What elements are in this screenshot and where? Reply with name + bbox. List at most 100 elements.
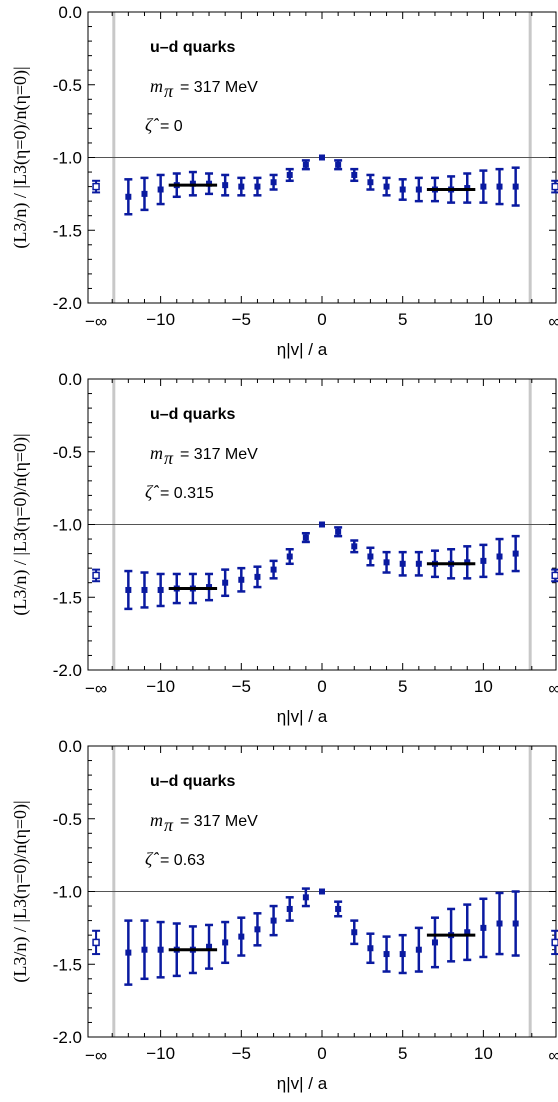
data-point bbox=[286, 905, 293, 912]
data-point bbox=[286, 171, 293, 178]
y-tick-label: 0.0 bbox=[58, 370, 82, 389]
data-point bbox=[383, 183, 390, 190]
asymptotic-data-point bbox=[551, 571, 558, 580]
data-point bbox=[222, 939, 229, 946]
data-point bbox=[125, 586, 132, 593]
data-point bbox=[302, 161, 309, 168]
x-tick-label-neg-inf: −∞ bbox=[85, 1046, 107, 1065]
data-point bbox=[367, 179, 374, 186]
x-tick-label-neg-inf: −∞ bbox=[85, 679, 107, 698]
annotation-mass-subscript: π bbox=[164, 448, 174, 468]
x-axis-label: η|v| / a bbox=[277, 1074, 328, 1093]
data-point bbox=[238, 183, 245, 190]
x-tick-label-neg-inf: −∞ bbox=[85, 312, 107, 331]
data-point bbox=[335, 905, 342, 912]
data-point bbox=[270, 566, 277, 573]
chart-panel-1: 0.0 -0.5 -1.0 -1.5 -2.0 −10 −5 0 5 10 −∞ ∞ η|v| / a (… bbox=[0, 0, 558, 367]
data-point bbox=[351, 543, 358, 550]
annotation-zeta-symbol: ζ̂ bbox=[145, 115, 159, 135]
data-point bbox=[319, 888, 325, 895]
x-tick-label: −5 bbox=[232, 677, 251, 696]
data-point bbox=[351, 171, 358, 178]
annotation-mass-symbol: m bbox=[150, 76, 163, 96]
asymptotic-data-point bbox=[551, 938, 558, 947]
data-point bbox=[286, 553, 293, 560]
x-axis-label: η|v| / a bbox=[277, 340, 328, 359]
data-point bbox=[254, 573, 261, 580]
asymptotic-data-point bbox=[551, 182, 558, 191]
annotation-zeta-value: = 0 bbox=[160, 118, 183, 135]
y-tick-label: -2.0 bbox=[53, 661, 82, 680]
data-point bbox=[496, 920, 503, 927]
data-point bbox=[238, 576, 245, 583]
y-tick-label: -1.5 bbox=[53, 955, 82, 974]
data-point bbox=[480, 183, 487, 190]
data-point bbox=[335, 161, 342, 168]
data-point bbox=[512, 183, 519, 190]
data-point bbox=[496, 183, 503, 190]
chart-svg: 0.0 -0.5 -1.0 -1.5 -2.0 −10 −5 0 5 10 −∞ ∞ η|v| / a (… bbox=[10, 737, 558, 1093]
annotation-mass-subscript: π bbox=[164, 81, 174, 101]
annotation-mass-value: = 317 MeV bbox=[180, 79, 258, 96]
data-point bbox=[367, 553, 374, 560]
x-tick-label: −10 bbox=[146, 677, 175, 696]
data-point bbox=[367, 945, 374, 952]
y-tick-label: -1.0 bbox=[53, 149, 82, 168]
chart-panel-3: 0.0 -0.5 -1.0 -1.5 -2.0 −10 −5 0 5 10 −∞ ∞ η|v| / a (… bbox=[0, 734, 558, 1101]
asymptotic-data-point bbox=[92, 182, 100, 191]
x-tick-label: 0 bbox=[317, 1044, 326, 1063]
data-point bbox=[383, 951, 390, 958]
annotation-title: u–d quarks bbox=[150, 39, 235, 56]
y-tick-label: -0.5 bbox=[53, 76, 82, 95]
x-tick-label: 10 bbox=[474, 310, 493, 329]
data-point bbox=[254, 926, 261, 933]
data-point bbox=[222, 182, 229, 189]
data-point bbox=[399, 951, 406, 958]
annotation-mass-value: = 317 MeV bbox=[180, 813, 258, 830]
x-tick-label: 10 bbox=[474, 677, 493, 696]
data-point bbox=[222, 579, 229, 586]
annotation-zeta-symbol: ζ̂ bbox=[145, 849, 159, 869]
data-point bbox=[512, 550, 519, 557]
data-point bbox=[270, 917, 277, 924]
chart-svg: 0.0 -0.5 -1.0 -1.5 -2.0 −10 −5 0 5 10 −∞ ∞ η|v| / a (… bbox=[10, 3, 558, 359]
x-tick-label: −10 bbox=[146, 1044, 175, 1063]
y-tick-label: 0.0 bbox=[58, 737, 82, 756]
data-point bbox=[319, 521, 325, 528]
annotation-mass-subscript: π bbox=[164, 815, 174, 835]
y-tick-label: -1.0 bbox=[53, 516, 82, 535]
data-point bbox=[254, 183, 261, 190]
data-point bbox=[238, 933, 245, 940]
annotation-zeta-value: = 0.63 bbox=[160, 852, 205, 869]
data-point bbox=[415, 946, 422, 953]
x-tick-label: 5 bbox=[398, 677, 407, 696]
y-tick-label: -1.5 bbox=[53, 588, 82, 607]
x-tick-label: 0 bbox=[317, 310, 326, 329]
data-point bbox=[206, 943, 213, 950]
y-axis-label: (L3/n) / |L3(η=0)/n(η=0)| bbox=[10, 433, 31, 615]
y-axis-label: (L3/n) / |L3(η=0)/n(η=0)| bbox=[10, 800, 31, 982]
annotation-zeta-symbol: ζ̂ bbox=[145, 482, 159, 502]
data-point bbox=[157, 186, 164, 193]
data-point bbox=[302, 534, 309, 541]
data-point bbox=[125, 949, 132, 956]
annotation-mass-symbol: m bbox=[150, 810, 163, 830]
data-point bbox=[480, 557, 487, 564]
data-point bbox=[141, 190, 148, 197]
y-tick-label: -1.0 bbox=[53, 883, 82, 902]
data-point bbox=[335, 528, 342, 535]
data-point bbox=[480, 924, 487, 931]
data-point bbox=[512, 920, 519, 927]
data-point bbox=[157, 586, 164, 593]
data-point bbox=[399, 186, 406, 193]
chart-panel-2: 0.0 -0.5 -1.0 -1.5 -2.0 −10 −5 0 5 10 −∞ ∞ η|v| / a (… bbox=[0, 367, 558, 734]
x-tick-label: 5 bbox=[398, 1044, 407, 1063]
data-point bbox=[431, 939, 438, 946]
data-point bbox=[319, 154, 325, 161]
x-axis-label: η|v| / a bbox=[277, 707, 328, 726]
x-tick-label-inf: ∞ bbox=[548, 1046, 558, 1065]
y-tick-label: -2.0 bbox=[53, 1028, 82, 1047]
asymptotic-data-point bbox=[92, 938, 100, 947]
x-tick-label: 0 bbox=[317, 677, 326, 696]
x-tick-label: 5 bbox=[398, 310, 407, 329]
